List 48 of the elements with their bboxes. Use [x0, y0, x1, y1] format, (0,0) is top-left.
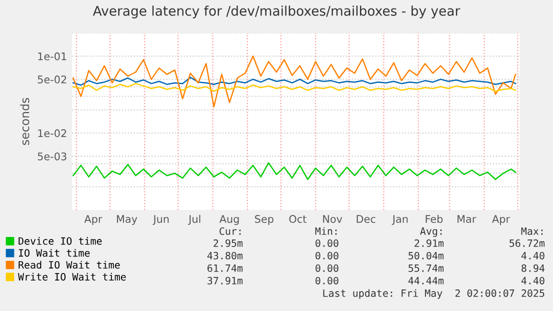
chart-title: Average latency for /dev/mailboxes/mailboxes - by year: [92, 6, 460, 18]
x-tick-label: Apr: [84, 215, 102, 225]
text: 56.72m: [510, 239, 545, 247]
x-tick-label: Mar: [458, 215, 476, 223]
text: 50.04m: [408, 252, 444, 260]
text: Avg:: [420, 227, 442, 237]
text: Max:: [521, 227, 543, 235]
legend-label: Write IO Wait time: [18, 272, 126, 281]
x-tick-label: Jan: [392, 215, 408, 225]
x-tick-label: Oct: [289, 215, 306, 223]
text: 0.00: [316, 264, 338, 272]
x-tick-label: Jul: [188, 214, 200, 225]
x-tick-label: Sep: [255, 215, 274, 225]
text: 0.00: [316, 252, 338, 260]
line-series: [72, 56, 516, 108]
line-series: [72, 82, 516, 92]
y-tick-label: 1e-02: [38, 129, 66, 138]
legend-label: Device IO time: [18, 237, 102, 245]
x-tick-label: Apr: [492, 215, 510, 225]
text: 8.94: [522, 264, 545, 272]
text: 55.74m: [408, 264, 444, 272]
line-series: [72, 162, 516, 180]
y-tick-label: 1e-01: [38, 52, 66, 60]
text: 4.40: [521, 252, 544, 260]
text: 2.95m: [214, 239, 243, 247]
x-tick-label: Jun: [152, 215, 169, 225]
text: 43.80m: [207, 252, 243, 260]
text: 37.91m: [208, 276, 243, 284]
x-tick-label: Aug: [219, 215, 239, 225]
y-axis-title: seconds: [20, 98, 30, 145]
x-tick-label: Nov: [323, 215, 342, 223]
x-tick-label: May: [116, 215, 138, 225]
text: 44.44m: [408, 276, 444, 284]
text: 0.00: [316, 239, 338, 247]
x-tick-label: Dec: [356, 215, 376, 223]
text: 61.74m: [208, 264, 243, 272]
text: Min:: [315, 227, 337, 235]
text: Cur:: [220, 227, 241, 235]
y-tick-label: 5e-03: [38, 152, 66, 160]
text: 0.00: [316, 276, 338, 284]
legend-label: Read IO Wait time: [18, 260, 120, 269]
legend-label: IO Wait time: [18, 248, 90, 257]
x-tick-label: Feb: [426, 214, 443, 223]
text: Last update: Fri May 2 02:00:07 2025: [323, 289, 544, 299]
y-tick-label: 5e-02: [38, 76, 66, 84]
line-series: [72, 76, 516, 86]
text: 2.91m: [414, 239, 444, 247]
text: 4.40: [521, 276, 544, 284]
